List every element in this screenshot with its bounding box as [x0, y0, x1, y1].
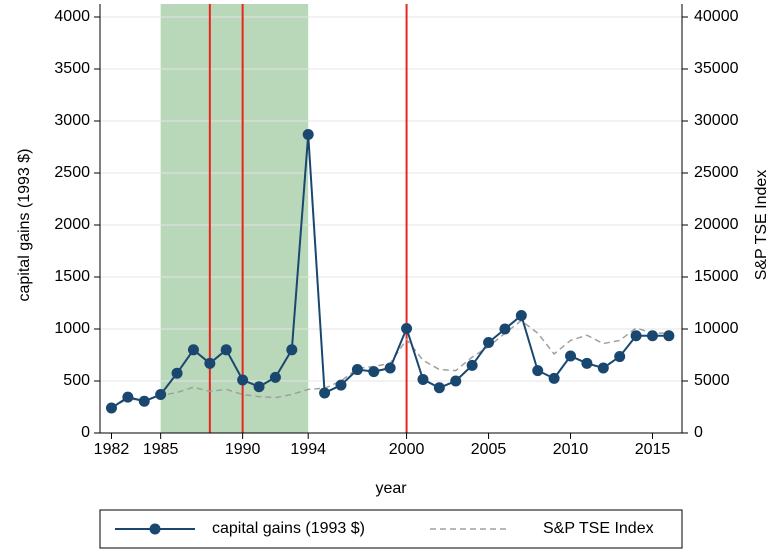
y-tick-label: 0 — [81, 424, 90, 441]
legend-marker — [149, 523, 161, 535]
data-point — [155, 389, 167, 401]
y-tick-label: 1000 — [54, 320, 90, 337]
y-tick-label: 500 — [63, 372, 90, 389]
legend-label: capital gains (1993 $) — [212, 520, 365, 537]
data-point — [401, 322, 413, 334]
y2-tick-label: 15000 — [694, 268, 739, 285]
data-point — [548, 372, 560, 384]
data-point — [335, 379, 347, 391]
y2-tick-label: 40000 — [694, 8, 739, 25]
data-point — [105, 402, 117, 414]
data-point — [253, 381, 265, 393]
data-point — [122, 391, 134, 403]
data-point — [499, 323, 511, 335]
x-axis-title: year — [375, 480, 407, 497]
data-point — [171, 367, 183, 379]
data-point — [515, 309, 527, 321]
data-point — [646, 330, 658, 342]
y2-tick-label: 25000 — [694, 164, 739, 181]
y2-tick-label: 35000 — [694, 60, 739, 77]
y-axis-title: capital gains (1993 $) — [16, 149, 33, 302]
legend-box — [99, 509, 683, 549]
y2-tick-label: 5000 — [694, 372, 730, 389]
x-tick-label: 2000 — [389, 441, 425, 458]
data-point — [220, 344, 232, 356]
data-point — [286, 344, 298, 356]
data-point — [597, 362, 609, 374]
y2-tick-label: 0 — [694, 424, 703, 441]
data-point — [269, 371, 281, 383]
y2-tick-label: 20000 — [694, 216, 739, 233]
data-point — [630, 330, 642, 342]
y2-tick-label: 30000 — [694, 112, 739, 129]
x-tick-label: 2015 — [635, 441, 671, 458]
legend-label: S&P TSE Index — [543, 520, 654, 537]
data-point — [237, 374, 249, 386]
y-tick-label: 4000 — [54, 8, 90, 25]
data-point — [417, 373, 429, 385]
data-point — [663, 330, 675, 342]
data-point — [187, 344, 199, 356]
data-point — [466, 359, 478, 371]
data-point — [450, 375, 462, 387]
x-tick-label: 1994 — [290, 441, 326, 458]
y-tick-label: 2500 — [54, 164, 90, 181]
data-point — [302, 129, 314, 141]
y-tick-label: 1500 — [54, 268, 90, 285]
data-point — [565, 350, 577, 362]
x-tick-label: 2005 — [471, 441, 507, 458]
y2-tick-label: 10000 — [694, 320, 739, 337]
data-point — [138, 395, 150, 407]
y-tick-label: 3000 — [54, 112, 90, 129]
data-point — [483, 337, 495, 349]
data-point — [368, 366, 380, 378]
data-point — [614, 351, 626, 363]
y-tick-label: 2000 — [54, 216, 90, 233]
data-point — [204, 357, 216, 369]
data-point — [532, 365, 544, 377]
y-tick-label: 3500 — [54, 60, 90, 77]
shaded-region — [160, 4, 309, 433]
x-tick-label: 1990 — [225, 441, 261, 458]
data-point — [319, 387, 331, 399]
data-point — [581, 357, 593, 369]
x-tick-label: 1982 — [94, 441, 130, 458]
x-tick-label: 1985 — [143, 441, 179, 458]
x-tick-label: 2010 — [553, 441, 589, 458]
data-point — [433, 382, 445, 394]
data-point — [351, 364, 363, 376]
y2-axis-title: S&P TSE Index — [753, 170, 770, 281]
data-point — [384, 362, 396, 374]
